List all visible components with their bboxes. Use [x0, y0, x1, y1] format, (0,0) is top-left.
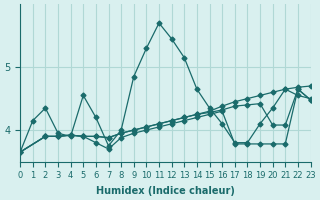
X-axis label: Humidex (Indice chaleur): Humidex (Indice chaleur)	[96, 186, 235, 196]
